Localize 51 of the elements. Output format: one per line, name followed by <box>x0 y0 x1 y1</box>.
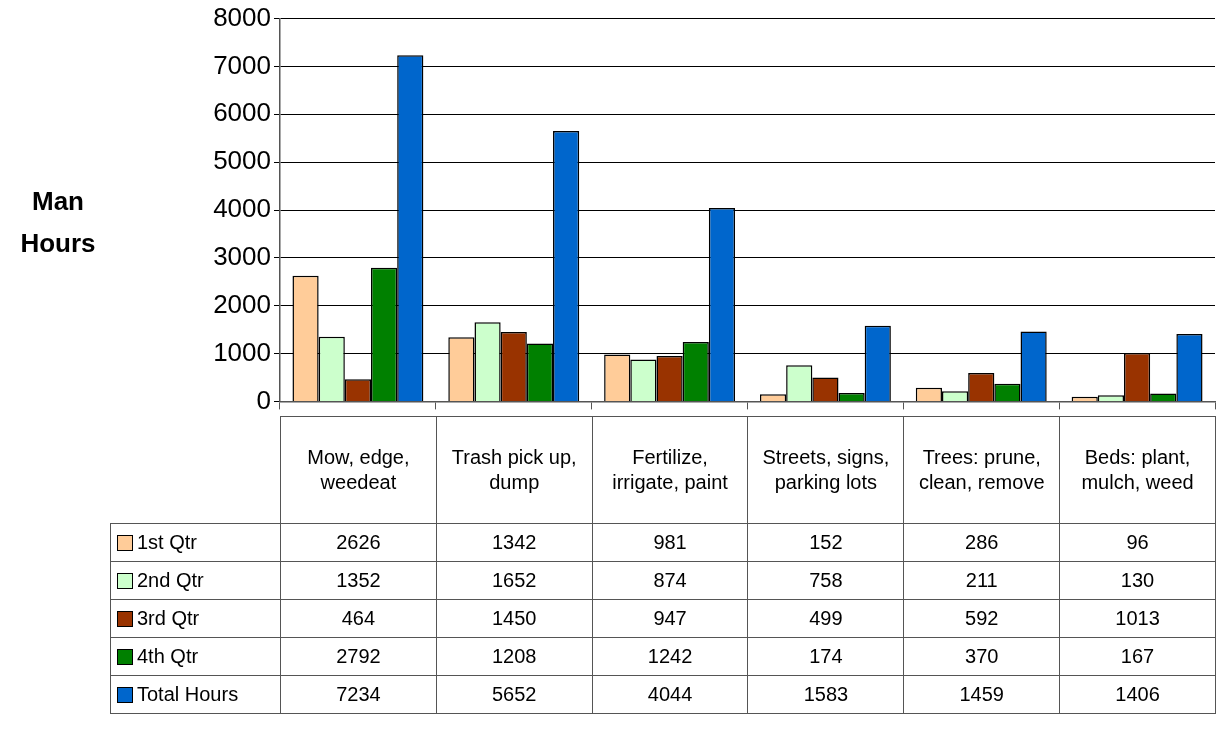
legend-label: 3rd Qtr <box>110 599 281 638</box>
x-tick-label: Trees: prune, clean, remove <box>903 416 1060 524</box>
data-label: 1208 <box>436 637 593 676</box>
data-label: 211 <box>903 561 1060 600</box>
data-label: 5652 <box>436 675 593 714</box>
data-label: 174 <box>747 637 904 676</box>
x-tick-label: Fertilize, irrigate, paint <box>592 416 748 524</box>
x-tick-label: Mow, edge, weedeat <box>280 416 437 524</box>
y-tick-label: 7000 <box>213 49 271 80</box>
y-tick-label: 3000 <box>213 241 271 272</box>
data-label: 1406 <box>1059 675 1216 714</box>
data-label: 1652 <box>436 561 593 600</box>
data-label: 1352 <box>280 561 437 600</box>
y-tick-label: 6000 <box>213 97 271 128</box>
legend-label: 2nd Qtr <box>110 561 281 600</box>
x-tick-label: Streets, signs, parking lots <box>747 416 904 524</box>
data-label: 464 <box>280 599 437 638</box>
data-label: 1242 <box>592 637 748 676</box>
data-label: 499 <box>747 599 904 638</box>
y-tick-label: 2000 <box>213 288 271 319</box>
data-label: 286 <box>903 523 1060 562</box>
data-label: 1342 <box>436 523 593 562</box>
data-label: 1459 <box>903 675 1060 714</box>
y-tick-label: 8000 <box>213 1 271 32</box>
y-axis-title: Man Hours <box>19 185 97 260</box>
data-label: 2626 <box>280 523 437 562</box>
data-label: 874 <box>592 561 748 600</box>
data-label: 167 <box>1059 637 1216 676</box>
data-label: 4044 <box>592 675 748 714</box>
y-tick-label: 0 <box>256 384 271 415</box>
data-label: 758 <box>747 561 904 600</box>
data-label: 947 <box>592 599 748 638</box>
x-tick-label: Trash pick up, dump <box>436 416 593 524</box>
data-label: 2792 <box>280 637 437 676</box>
legend-label: 4th Qtr <box>110 637 281 676</box>
y-tick-label: 5000 <box>213 145 271 176</box>
data-label: 981 <box>592 523 748 562</box>
data-label: 7234 <box>280 675 437 714</box>
y-tick-label: 1000 <box>213 336 271 367</box>
data-label: 152 <box>747 523 904 562</box>
data-label: 1013 <box>1059 599 1216 638</box>
legend-label: 1st Qtr <box>110 523 281 562</box>
data-label: 1583 <box>747 675 904 714</box>
x-tick-label: Beds: plant, mulch, weed <box>1059 416 1216 524</box>
data-label: 96 <box>1059 523 1216 562</box>
y-tick-label: 4000 <box>213 193 271 224</box>
data-label: 592 <box>903 599 1060 638</box>
legend-label: Total Hours <box>110 675 281 714</box>
data-label: 130 <box>1059 561 1216 600</box>
data-label: 1450 <box>436 599 593 638</box>
data-label: 370 <box>903 637 1060 676</box>
